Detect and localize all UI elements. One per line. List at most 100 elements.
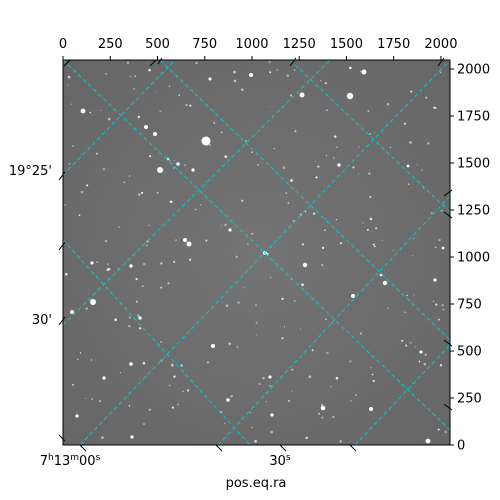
grid-line <box>63 60 450 431</box>
star <box>291 368 294 371</box>
star <box>411 255 414 257</box>
star <box>336 146 338 148</box>
star <box>373 132 376 134</box>
star <box>156 191 159 194</box>
star <box>294 130 297 133</box>
right-tick-label: 250 <box>457 392 482 407</box>
right-tick-label: 750 <box>457 298 482 313</box>
star <box>233 79 237 83</box>
star <box>226 223 228 225</box>
star <box>173 260 176 264</box>
star <box>326 351 329 355</box>
star <box>346 92 354 100</box>
star <box>289 94 293 97</box>
star <box>102 376 106 380</box>
star <box>243 287 245 289</box>
star <box>101 436 104 439</box>
top-tick-label: 250 <box>98 37 123 52</box>
right-tick-label: 1000 <box>457 251 490 266</box>
top-tick-label: 1500 <box>330 37 363 52</box>
star <box>146 244 148 247</box>
star <box>180 364 183 367</box>
star <box>136 314 140 317</box>
star <box>251 151 253 153</box>
star <box>134 75 137 77</box>
star <box>256 163 260 167</box>
right-tick-label: 2000 <box>457 63 490 78</box>
star <box>137 115 140 119</box>
star <box>166 157 170 161</box>
star <box>75 414 79 418</box>
grid-line <box>217 195 450 445</box>
star <box>195 62 198 65</box>
star <box>425 96 428 99</box>
star <box>213 122 216 124</box>
star <box>409 141 412 144</box>
star <box>421 169 423 171</box>
star <box>237 301 240 304</box>
star <box>355 394 357 396</box>
star <box>386 102 390 106</box>
star <box>324 229 326 232</box>
star <box>433 278 437 282</box>
star <box>255 334 257 336</box>
star <box>369 195 372 199</box>
star <box>254 439 257 443</box>
star <box>251 426 253 429</box>
right-tick-label: 0 <box>457 439 465 454</box>
star <box>128 316 131 319</box>
star <box>107 117 111 121</box>
star <box>184 164 186 166</box>
star <box>126 61 130 64</box>
star <box>123 181 126 184</box>
star <box>148 408 152 412</box>
star <box>332 415 335 419</box>
star <box>269 384 272 388</box>
star <box>220 131 223 134</box>
star <box>141 285 144 288</box>
right-pixel-axis: 0 250 500 750 1000 1250 1500 1750 2000 <box>450 63 490 454</box>
star <box>138 327 142 330</box>
world-tick-marks <box>58 57 453 452</box>
star <box>186 241 192 247</box>
star <box>140 191 144 195</box>
star <box>138 316 142 320</box>
star <box>357 173 360 175</box>
right-tick-label: 500 <box>457 345 482 360</box>
star <box>206 361 209 364</box>
star <box>293 69 296 71</box>
star <box>169 384 171 386</box>
star <box>265 400 268 403</box>
bottom-tick-label-ra-30: 30s <box>269 453 291 469</box>
star <box>157 167 163 173</box>
star <box>444 430 448 434</box>
star <box>129 362 133 366</box>
star <box>118 226 121 229</box>
star <box>107 263 109 265</box>
star <box>419 350 423 354</box>
star <box>129 264 133 268</box>
star <box>375 227 378 230</box>
top-tick-label: 1000 <box>235 37 268 52</box>
star <box>249 412 251 414</box>
star <box>360 71 362 73</box>
star <box>160 286 163 289</box>
star <box>286 74 290 78</box>
star <box>225 304 229 308</box>
star <box>270 413 274 417</box>
star <box>349 360 352 363</box>
star <box>67 75 71 79</box>
star <box>160 341 162 343</box>
star <box>401 339 404 342</box>
star <box>64 204 67 206</box>
star <box>211 344 215 348</box>
star <box>99 400 101 402</box>
star <box>80 190 84 194</box>
star <box>409 341 412 344</box>
star <box>183 238 187 242</box>
star <box>437 318 440 321</box>
star <box>372 243 375 246</box>
star <box>325 109 329 112</box>
plot-frame <box>62 59 451 446</box>
star <box>137 193 141 196</box>
